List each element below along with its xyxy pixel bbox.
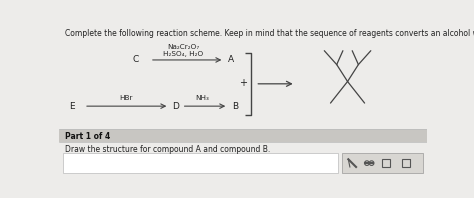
- Text: A: A: [228, 55, 234, 65]
- Text: Part 1 of 4: Part 1 of 4: [65, 132, 111, 141]
- Text: +: +: [239, 78, 247, 88]
- Text: D: D: [172, 102, 179, 111]
- Text: Draw the structure for compound A and compound B.: Draw the structure for compound A and co…: [65, 145, 271, 154]
- Text: Na₂Cr₂O₇: Na₂Cr₂O₇: [167, 44, 199, 50]
- Text: HBr: HBr: [119, 95, 133, 101]
- Text: Complete the following reaction scheme. Keep in mind that the sequence of reagen: Complete the following reaction scheme. …: [65, 29, 474, 38]
- Text: H₂SO₄, H₂O: H₂SO₄, H₂O: [163, 51, 203, 57]
- Text: E: E: [69, 102, 75, 111]
- Bar: [402, 159, 410, 167]
- Text: NH₃: NH₃: [196, 95, 210, 101]
- Text: C: C: [133, 55, 139, 65]
- Text: B: B: [232, 102, 238, 111]
- Bar: [342, 153, 423, 173]
- Bar: [383, 159, 390, 167]
- Bar: [59, 130, 427, 142]
- Bar: [63, 153, 338, 173]
